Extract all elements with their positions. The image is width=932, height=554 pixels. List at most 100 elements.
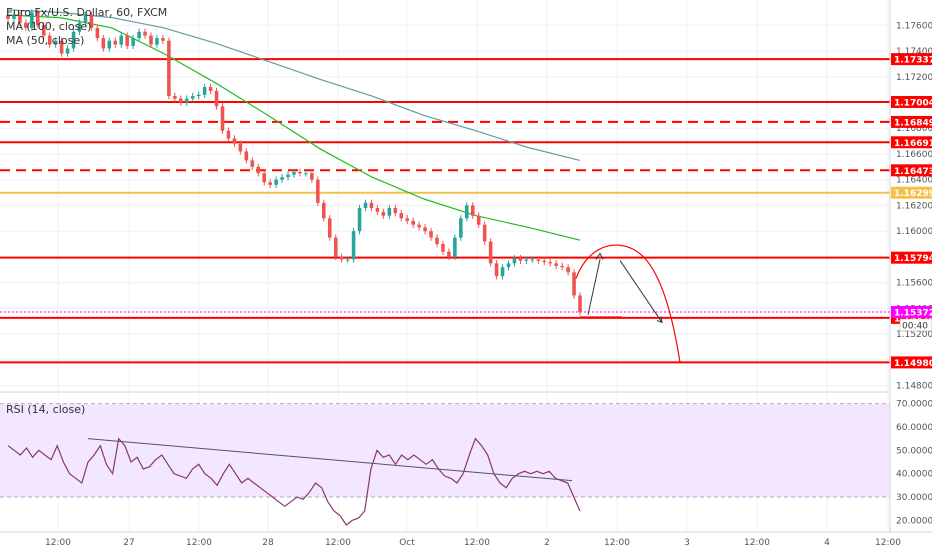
candle-body xyxy=(18,15,22,23)
candle-body xyxy=(375,208,380,212)
rsi-tick-label: 60.0000 xyxy=(896,423,932,433)
candle-body xyxy=(351,231,356,260)
candle-body xyxy=(244,151,249,161)
candle-body xyxy=(280,177,284,180)
price-axis-bg xyxy=(890,0,932,532)
candle-body xyxy=(190,96,195,99)
candle-body xyxy=(381,211,386,216)
ma100-legend: MA (100, close) xyxy=(6,20,91,33)
candle-body xyxy=(119,35,123,45)
candle-body xyxy=(548,262,552,264)
time-tick-label: 12:00 xyxy=(604,538,630,548)
rsi-tick-label: 20.0000 xyxy=(896,516,932,526)
candle-body xyxy=(423,227,427,232)
candle-body xyxy=(149,35,153,45)
candle-body xyxy=(453,237,457,257)
candle-body xyxy=(542,260,547,263)
candle-body xyxy=(333,237,338,257)
price-tick-label: 1.16600 xyxy=(896,150,932,160)
candle-body xyxy=(83,15,88,23)
candle-body xyxy=(470,205,475,216)
candle-body xyxy=(226,130,231,139)
ma100-line xyxy=(7,9,581,161)
price-tick-label: 1.16400 xyxy=(896,176,932,186)
price-levels xyxy=(0,58,890,364)
candle-body xyxy=(143,31,147,36)
rsi-tick-label: 50.0000 xyxy=(896,446,932,456)
level-price-label: 1.16849 xyxy=(894,118,932,128)
candle-body xyxy=(59,40,64,54)
time-tick-label: 28 xyxy=(262,538,274,548)
arrowhead-up xyxy=(595,252,604,260)
candle-body xyxy=(339,256,344,260)
candle-body xyxy=(310,173,314,180)
candle-body xyxy=(250,160,255,167)
price-tick-label: 1.15600 xyxy=(896,279,932,289)
level-price-label: 1.17337 xyxy=(894,56,932,66)
candle-body xyxy=(65,48,70,54)
level-price-tag xyxy=(891,115,932,128)
rsi-pane xyxy=(0,403,890,526)
candle-body xyxy=(113,40,118,45)
candle-body xyxy=(524,259,529,261)
candle-body xyxy=(274,179,278,185)
price-tick-label: 1.16000 xyxy=(896,227,932,237)
time-tick-label: Oct xyxy=(399,538,415,548)
candle-body xyxy=(506,263,511,268)
rsi-trendline xyxy=(87,438,573,482)
candle-body xyxy=(208,87,213,91)
candle-body xyxy=(518,258,523,261)
candle-body xyxy=(500,267,505,277)
candle-body xyxy=(345,259,350,261)
candle-body xyxy=(316,179,320,203)
candle-body xyxy=(435,237,439,245)
candle-body xyxy=(393,208,398,214)
projection-arrow-up xyxy=(587,259,601,315)
price-tick-label: 1.16800 xyxy=(896,124,932,134)
price-tick-label: 1.14800 xyxy=(896,382,932,392)
rsi-line xyxy=(7,437,581,526)
candle-body xyxy=(411,220,415,225)
level-price-tag xyxy=(891,164,932,177)
candle-body xyxy=(155,38,159,45)
time-tick-label: 2 xyxy=(544,538,550,548)
candle-body xyxy=(429,231,433,238)
candle-body xyxy=(179,98,183,103)
candle-body xyxy=(536,259,541,261)
candle-body xyxy=(220,106,225,131)
candle-body xyxy=(232,138,237,144)
candle-body xyxy=(256,166,261,174)
candle-body xyxy=(47,35,52,45)
candle-body xyxy=(268,182,272,185)
candle-body xyxy=(369,202,374,209)
candle-body xyxy=(405,218,409,221)
candle-body xyxy=(202,87,207,95)
candle-body xyxy=(71,31,76,49)
candle-body xyxy=(173,96,177,99)
candle-body xyxy=(399,213,404,219)
candle-body xyxy=(488,241,493,264)
candle-body xyxy=(494,263,499,277)
current-price-label: 1.15372 xyxy=(894,308,932,318)
level-price-tag xyxy=(891,356,932,369)
candle-body xyxy=(24,22,28,28)
candle-body xyxy=(357,208,362,232)
projection-arc xyxy=(575,244,681,363)
candle-body xyxy=(298,171,302,174)
legend: Euro Fx/U.S. Dollar, 60, FXCM MA (100, c… xyxy=(6,6,167,416)
price-tick-label: 1.17600 xyxy=(896,21,932,31)
drawings xyxy=(575,244,681,363)
candle-body xyxy=(304,173,308,175)
candle-body xyxy=(459,218,463,238)
level-price-label: 1.14980 xyxy=(894,359,932,369)
candle-body xyxy=(238,143,243,152)
candle-body xyxy=(465,205,469,219)
price-tick-label: 1.16200 xyxy=(896,201,932,211)
level-price-tag xyxy=(891,95,932,108)
rsi-tick-label: 70.0000 xyxy=(896,400,932,410)
time-tick-label: 12:00 xyxy=(875,538,901,548)
candle-body xyxy=(30,12,34,28)
candle-body xyxy=(196,94,201,97)
time-tick-label: 4 xyxy=(824,538,830,548)
